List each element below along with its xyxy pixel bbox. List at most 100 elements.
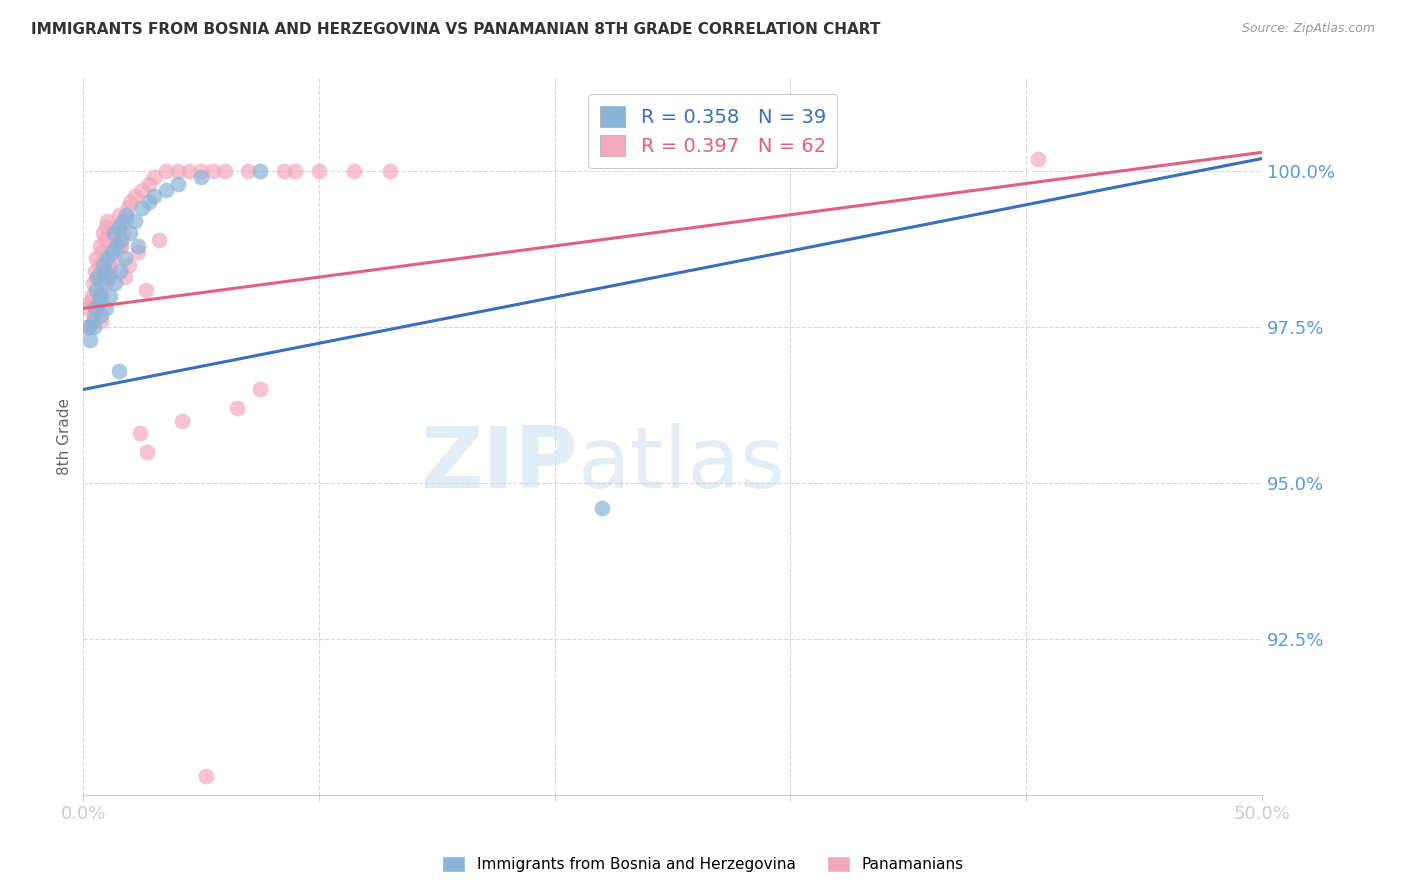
Point [82, 277, 104, 291]
Point [135, 283, 157, 297]
Point [117, 202, 139, 216]
Point [91, 277, 114, 291]
Point [131, 202, 153, 216]
Point [120, 227, 142, 241]
Point [93, 233, 115, 247]
Point [114, 208, 136, 222]
Point [238, 164, 260, 178]
Point [96, 252, 118, 266]
Point [104, 277, 127, 291]
Point [87, 258, 110, 272]
Point [77, 320, 100, 334]
Point [77, 320, 100, 334]
Point [94, 301, 117, 316]
Point [201, 164, 224, 178]
Point [98, 258, 121, 272]
Point [79, 333, 101, 347]
Point [100, 245, 122, 260]
Point [131, 183, 153, 197]
Point [75, 301, 97, 316]
Point [87, 295, 110, 310]
Point [84, 283, 107, 297]
Point [112, 227, 135, 241]
Point [118, 258, 141, 272]
Point [84, 264, 107, 278]
Point [100, 264, 122, 278]
Point [94, 220, 117, 235]
Point [155, 183, 177, 197]
Point [108, 264, 131, 278]
Point [86, 270, 108, 285]
Point [112, 214, 135, 228]
Point [148, 233, 170, 247]
Point [94, 277, 117, 291]
Point [80, 289, 103, 303]
Point [100, 289, 122, 303]
Point [138, 177, 160, 191]
Point [90, 289, 112, 303]
Legend: R = 0.358   N = 39, R = 0.397   N = 62: R = 0.358 N = 39, R = 0.397 N = 62 [588, 95, 838, 168]
Point [91, 258, 114, 272]
Point [136, 445, 159, 459]
Point [105, 220, 128, 235]
Point [343, 164, 366, 178]
Point [190, 170, 212, 185]
Point [104, 252, 127, 266]
Point [91, 245, 114, 260]
Point [124, 189, 146, 203]
Legend: Immigrants from Bosnia and Herzegovina, Panamanians: Immigrants from Bosnia and Herzegovina, … [434, 848, 972, 880]
Point [194, 769, 217, 783]
Point [249, 164, 271, 178]
Point [225, 401, 247, 416]
Point [82, 314, 104, 328]
Point [143, 189, 166, 203]
Point [128, 426, 150, 441]
Point [166, 164, 188, 178]
Point [105, 239, 128, 253]
Point [91, 227, 114, 241]
Point [378, 164, 401, 178]
Point [93, 264, 115, 278]
Point [114, 270, 136, 285]
Point [273, 164, 295, 178]
Point [90, 308, 112, 322]
Point [77, 320, 100, 334]
Point [110, 239, 132, 253]
Point [127, 245, 149, 260]
Point [214, 164, 236, 178]
Point [103, 233, 125, 247]
Text: IMMIGRANTS FROM BOSNIA AND HERZEGOVINA VS PANAMANIAN 8TH GRADE CORRELATION CHART: IMMIGRANTS FROM BOSNIA AND HERZEGOVINA V… [31, 22, 880, 37]
Point [107, 208, 129, 222]
Point [84, 301, 107, 316]
Point [127, 239, 149, 253]
Point [98, 270, 121, 285]
Point [96, 214, 118, 228]
Point [89, 289, 111, 303]
Point [284, 164, 307, 178]
Point [83, 320, 105, 334]
Point [155, 164, 177, 178]
Point [100, 245, 122, 260]
Point [108, 239, 131, 253]
Point [103, 227, 125, 241]
Point [190, 164, 212, 178]
Point [249, 383, 271, 397]
Point [172, 414, 194, 428]
Point [89, 239, 111, 253]
Point [124, 214, 146, 228]
Point [308, 164, 330, 178]
Point [143, 170, 166, 185]
Point [166, 177, 188, 191]
Point [86, 270, 108, 285]
Point [90, 314, 112, 328]
Point [79, 295, 101, 310]
Point [138, 195, 160, 210]
Point [84, 252, 107, 266]
Point [107, 364, 129, 378]
Point [114, 252, 136, 266]
Point [114, 214, 136, 228]
Y-axis label: 8th Grade: 8th Grade [58, 398, 72, 475]
Point [179, 164, 201, 178]
Point [107, 220, 129, 235]
Point [84, 301, 107, 316]
